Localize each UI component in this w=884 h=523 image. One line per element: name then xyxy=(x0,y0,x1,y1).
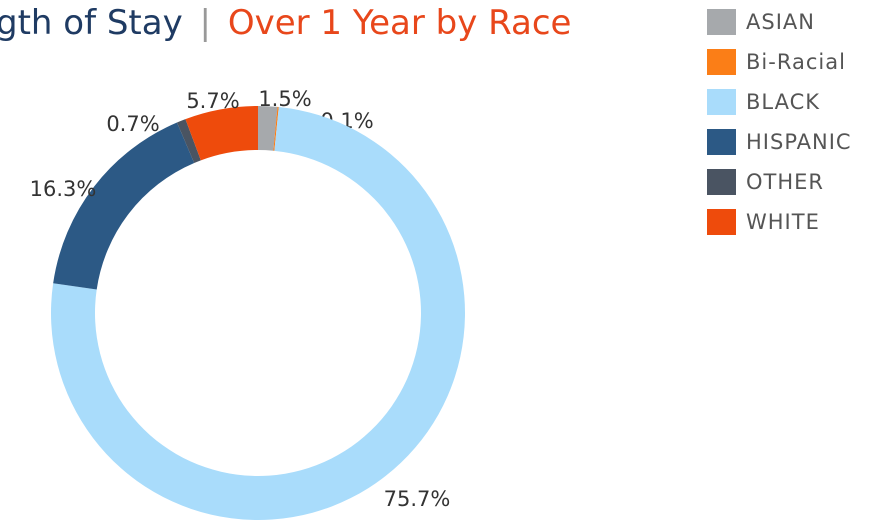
legend-swatch xyxy=(707,209,736,235)
legend-label: HISPANIC xyxy=(746,130,852,154)
title-separator: | xyxy=(200,3,211,43)
donut-slice xyxy=(53,122,195,290)
legend-label: Bi-Racial xyxy=(746,50,846,74)
chart-title: gth of Stay | Over 1 Year by Race xyxy=(0,3,571,43)
legend-label: ASIAN xyxy=(746,10,815,34)
donut-slice xyxy=(273,106,279,151)
title-part: gth of Stay xyxy=(0,3,183,43)
legend-swatch xyxy=(707,49,736,75)
legend-swatch xyxy=(707,129,736,155)
donut-slice xyxy=(258,106,278,151)
data-label: 16.3% xyxy=(30,177,97,201)
title-part: Over 1 Year by Race xyxy=(228,3,572,43)
data-label: 1.5% xyxy=(258,87,311,111)
legend-swatch xyxy=(707,89,736,115)
data-label: 0.7% xyxy=(106,112,159,136)
legend-label: BLACK xyxy=(746,90,820,114)
data-label: 5.7% xyxy=(186,89,239,113)
data-label: 75.7% xyxy=(384,487,451,511)
donut-slice xyxy=(176,119,201,164)
legend-label: OTHER xyxy=(746,170,824,194)
donut-slice xyxy=(185,106,258,161)
legend-swatch xyxy=(707,9,736,35)
legend-swatch xyxy=(707,169,736,195)
legend-label: WHITE xyxy=(746,210,820,234)
